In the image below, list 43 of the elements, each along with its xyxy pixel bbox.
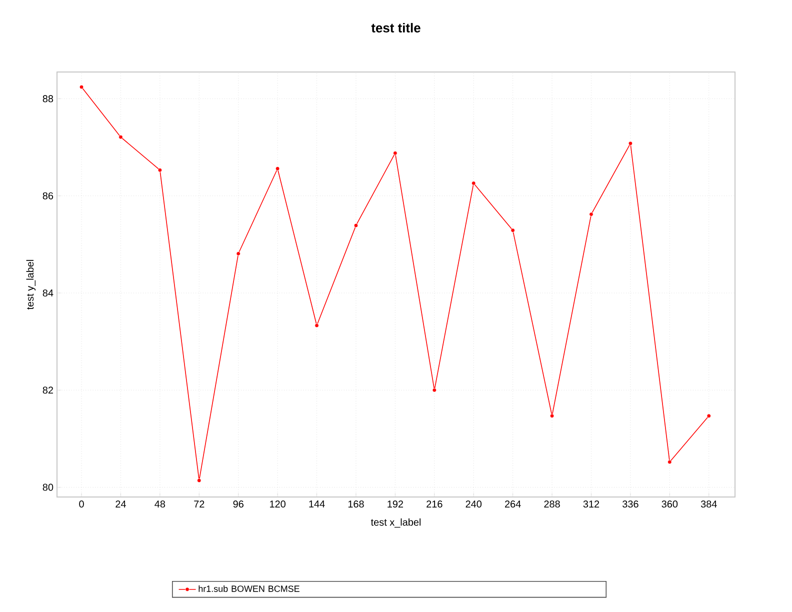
point [550,414,554,418]
y-axis-title: test y_label [26,260,36,310]
x-tick-label: 48 [154,500,166,508]
point [472,181,476,186]
x-axis-title: test x_label [370,518,421,528]
y-tick-label: 80 [42,484,54,491]
point [275,166,280,171]
y-tick-label: 84 [42,289,54,297]
point [314,323,319,328]
point [158,168,162,172]
x-tick-label: 312 [583,500,600,508]
x-tick-label: 120 [270,500,286,508]
point [79,84,84,90]
x-tick-label: 192 [388,500,404,508]
point [393,151,398,156]
point [236,252,240,256]
x-tick-label: 168 [348,500,364,508]
y-tick-label: 88 [42,95,54,102]
x-tick-label: 24 [116,500,126,508]
point [432,388,436,392]
x-tick-label: 384 [700,500,717,508]
x-tick-label: 360 [662,500,678,508]
legend-label: hr1.sub BOWEN BCMSE [198,585,300,592]
x-tick-label: 288 [544,500,560,508]
point [589,212,594,216]
point [628,141,633,146]
x-tick-label: 0 [79,500,84,508]
chart-title: test title [371,22,420,32]
point [668,460,672,464]
point [118,134,123,140]
x-tick-label: 336 [622,500,638,508]
x-tick-label: 216 [426,500,442,508]
y-tick-label: 86 [42,192,54,200]
x-tick-label: 96 [233,500,244,508]
x-tick-label: 264 [505,500,521,508]
point [510,228,515,232]
point [706,414,711,418]
x-tick-label: 144 [309,500,325,508]
x-tick-label: 72 [194,500,204,508]
x-tick-label: 240 [466,500,482,508]
point [354,223,358,228]
point [197,478,202,483]
y-tick-label: 82 [42,386,53,394]
